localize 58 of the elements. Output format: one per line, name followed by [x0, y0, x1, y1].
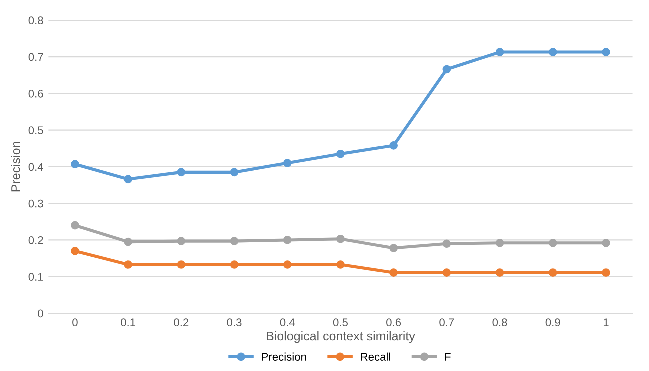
point — [602, 238, 610, 248]
point — [548, 268, 558, 277]
x-tick-label: 0.3 — [227, 318, 242, 327]
point — [283, 236, 292, 244]
x-tick-label: 0.9 — [546, 318, 560, 327]
x-tick-label: 0 — [72, 318, 78, 327]
point — [390, 268, 398, 277]
x-tick-label: 0.8 — [492, 318, 508, 327]
y-tick-label: 0.4 — [28, 163, 44, 172]
point — [71, 221, 80, 230]
point — [496, 238, 504, 248]
y-tick-label: 0.6 — [28, 90, 44, 98]
y-tick-label: 0 — [38, 310, 44, 318]
y-tick-label: 0.2 — [28, 236, 44, 244]
point — [177, 260, 186, 269]
point — [177, 168, 186, 177]
point — [496, 268, 504, 277]
legend-label: Precision — [262, 352, 306, 361]
x-tick-label: 0.2 — [174, 318, 189, 327]
point — [124, 238, 132, 246]
point — [124, 260, 132, 269]
y-tick-label: 0.7 — [28, 53, 44, 62]
point — [548, 48, 558, 56]
point — [283, 260, 292, 269]
x-tick-label: 0.1 — [121, 318, 136, 327]
point — [283, 159, 292, 168]
legend-label: Recall — [361, 352, 390, 361]
y-tick-label: 0.1 — [28, 273, 44, 281]
point — [230, 237, 239, 246]
point — [71, 160, 80, 169]
x-tick-label: 0.4 — [280, 318, 296, 327]
point — [177, 237, 186, 246]
point — [442, 268, 452, 277]
point — [390, 244, 398, 252]
y-axis-title: Precision — [11, 142, 20, 192]
point — [496, 48, 504, 56]
legend-label: F — [445, 353, 451, 361]
point — [71, 247, 80, 256]
point — [602, 48, 610, 56]
point — [336, 234, 345, 244]
y-tick-label: 0.8 — [28, 16, 44, 25]
point — [124, 175, 132, 184]
x-tick-label: 1 — [604, 318, 609, 326]
point — [336, 260, 345, 269]
x-tick-label: 0.7 — [440, 318, 454, 327]
x-tick-label: 0.5 — [333, 318, 348, 327]
point — [548, 238, 558, 248]
point — [602, 268, 610, 277]
point — [230, 260, 239, 269]
x-axis-title: Biological context similarity — [267, 331, 416, 344]
point — [390, 142, 398, 150]
y-tick-label: 0.5 — [28, 126, 44, 134]
point — [442, 65, 452, 74]
y-tick-label: 0.3 — [28, 200, 44, 208]
point — [336, 150, 345, 158]
point — [442, 240, 452, 248]
x-tick-label: 0.6 — [386, 318, 402, 327]
point — [230, 168, 239, 177]
